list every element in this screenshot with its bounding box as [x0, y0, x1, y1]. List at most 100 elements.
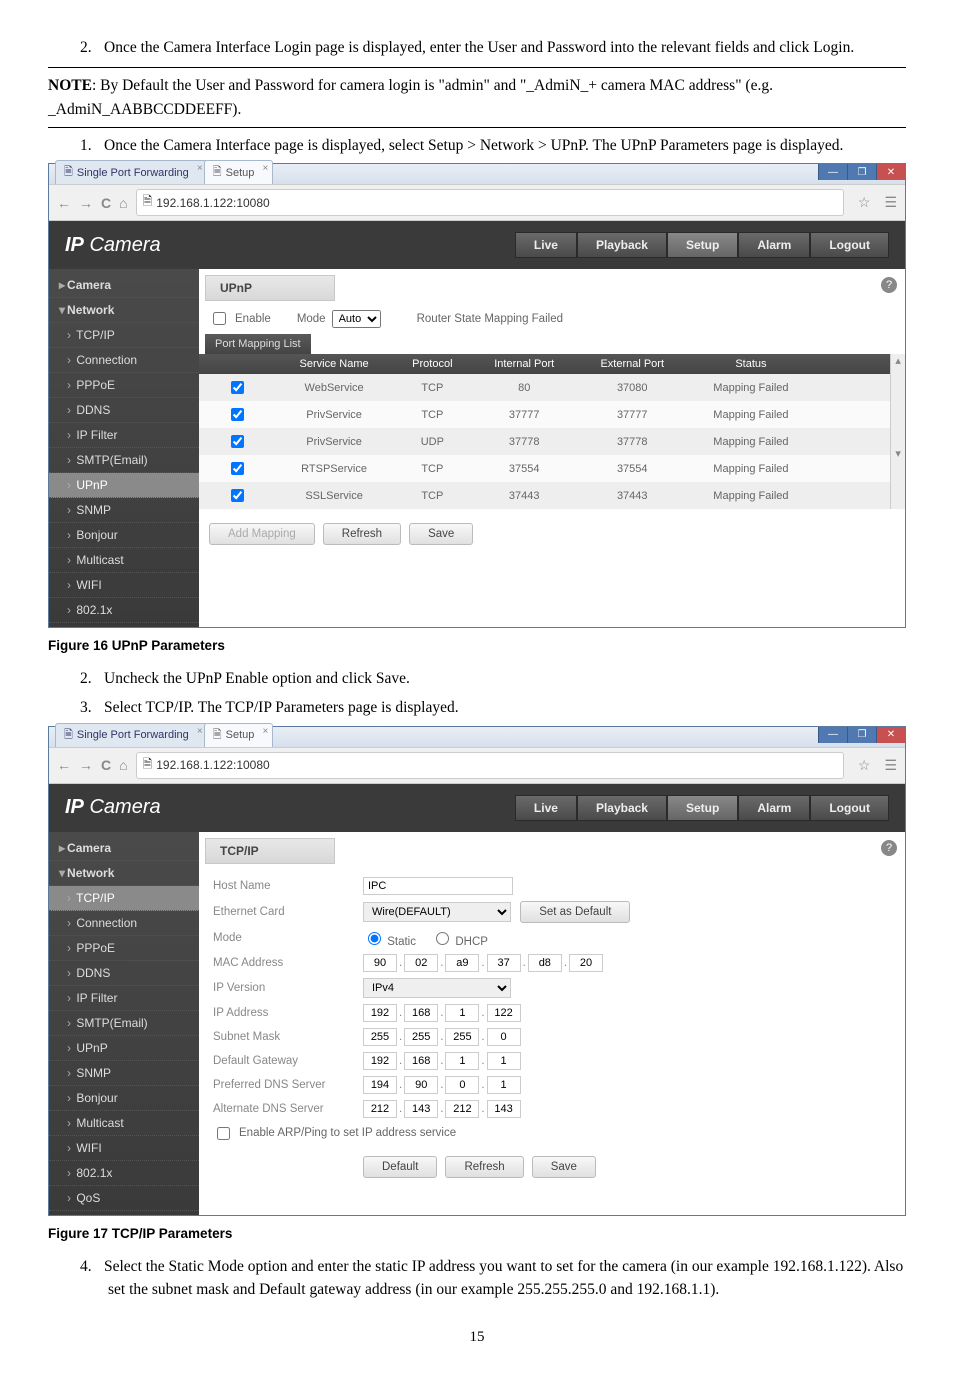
table-row[interactable]: WebServiceTCP8037080Mapping Failed: [199, 374, 890, 401]
pdns-input[interactable]: ...: [363, 1076, 521, 1094]
sidebar-connection[interactable]: › Connection: [49, 348, 199, 373]
sidebar-tcpip[interactable]: › TCP/IP: [49, 886, 199, 911]
sidebar-tcpip[interactable]: › TCP/IP: [49, 323, 199, 348]
sidebar-wifi[interactable]: › WIFI: [49, 573, 199, 598]
sidebar-ddns[interactable]: › DDNS: [49, 398, 199, 423]
close-icon[interactable]: ×: [263, 163, 269, 174]
sidebar-camera[interactable]: ▸Camera: [49, 836, 199, 861]
table-row[interactable]: PrivServiceTCP3777737777Mapping Failed: [199, 401, 890, 428]
home-icon[interactable]: ⌂: [119, 757, 127, 773]
menu-icon[interactable]: ☰: [884, 757, 897, 774]
sidebar-camera[interactable]: ▸Camera: [49, 273, 199, 298]
minimize-button[interactable]: —: [818, 164, 847, 180]
help-icon[interactable]: ?: [881, 277, 897, 293]
forward-icon[interactable]: →: [79, 757, 93, 773]
sidebar-smtp[interactable]: › SMTP(Email): [49, 448, 199, 473]
sidebar-upnp[interactable]: › UPnP: [49, 1036, 199, 1061]
url-field[interactable]: 🗎 192.168.1.122:10080: [136, 752, 844, 779]
sidebar-connection[interactable]: › Connection: [49, 911, 199, 936]
minimize-button[interactable]: —: [818, 727, 847, 743]
row-checkbox[interactable]: [231, 489, 244, 502]
nav-setup[interactable]: Setup: [667, 232, 738, 258]
nav-playback[interactable]: Playback: [577, 232, 667, 258]
sidebar-ddns[interactable]: › DDNS: [49, 961, 199, 986]
star-icon[interactable]: ☆: [858, 757, 871, 774]
set-default-button[interactable]: Set as Default: [520, 901, 630, 923]
sidebar-bonjour[interactable]: › Bonjour: [49, 1086, 199, 1111]
enable-checkbox[interactable]: [213, 312, 226, 325]
forward-icon[interactable]: →: [79, 195, 93, 211]
save-button[interactable]: Save: [532, 1156, 596, 1178]
row-checkbox[interactable]: [231, 381, 244, 394]
ipversion-select[interactable]: IPv4: [363, 978, 511, 998]
sidebar-pppoe[interactable]: › PPPoE: [49, 936, 199, 961]
arp-checkbox[interactable]: [217, 1127, 230, 1140]
maximize-button[interactable]: ❐: [847, 727, 876, 743]
maximize-button[interactable]: ❐: [847, 164, 876, 180]
close-icon[interactable]: ×: [197, 726, 203, 737]
sidebar-multicast[interactable]: › Multicast: [49, 548, 199, 573]
table-row[interactable]: SSLServiceTCP3744337443Mapping Failed: [199, 482, 890, 509]
table-row[interactable]: RTSPServiceTCP3755437554Mapping Failed: [199, 455, 890, 482]
reload-icon[interactable]: C: [101, 757, 111, 773]
sidebar-network[interactable]: ▾Network: [49, 861, 199, 886]
nav-setup[interactable]: Setup: [667, 795, 738, 821]
back-icon[interactable]: ←: [57, 195, 71, 211]
tab-setup[interactable]: 🗎 Setup ×: [204, 723, 274, 747]
url-field[interactable]: 🗎 192.168.1.122:10080: [136, 189, 844, 216]
mode-select[interactable]: Auto: [332, 310, 381, 328]
ethernet-select[interactable]: Wire(DEFAULT): [363, 902, 511, 922]
nav-logout[interactable]: Logout: [810, 795, 889, 821]
add-mapping-button[interactable]: Add Mapping: [209, 523, 315, 545]
sidebar-wifi[interactable]: › WIFI: [49, 1136, 199, 1161]
subnet-input[interactable]: ...: [363, 1028, 521, 1046]
close-button[interactable]: ✕: [876, 164, 905, 180]
gateway-input[interactable]: ...: [363, 1052, 521, 1070]
sidebar-pppoe[interactable]: › PPPoE: [49, 373, 199, 398]
close-icon[interactable]: ×: [197, 163, 203, 174]
sidebar-snmp[interactable]: › SNMP: [49, 498, 199, 523]
hostname-input[interactable]: [363, 877, 513, 895]
nav-playback[interactable]: Playback: [577, 795, 667, 821]
default-button[interactable]: Default: [363, 1156, 437, 1178]
home-icon[interactable]: ⌂: [119, 195, 127, 211]
row-checkbox[interactable]: [231, 435, 244, 448]
sidebar-bonjour[interactable]: › Bonjour: [49, 523, 199, 548]
reload-icon[interactable]: C: [101, 195, 111, 211]
nav-alarm[interactable]: Alarm: [738, 232, 810, 258]
row-checkbox[interactable]: [231, 408, 244, 421]
save-button[interactable]: Save: [409, 523, 473, 545]
sidebar-snmp[interactable]: › SNMP: [49, 1061, 199, 1086]
static-radio[interactable]: [368, 932, 381, 945]
sidebar-network[interactable]: ▾Network: [49, 298, 199, 323]
star-icon[interactable]: ☆: [858, 194, 871, 211]
sidebar-upnp[interactable]: › UPnP: [49, 473, 199, 498]
back-icon[interactable]: ←: [57, 757, 71, 773]
sidebar-ipfilter[interactable]: › IP Filter: [49, 986, 199, 1011]
table-row[interactable]: PrivServiceUDP3777837778Mapping Failed: [199, 428, 890, 455]
tab-port-forwarding[interactable]: 🗎 Single Port Forwarding ×: [55, 723, 208, 747]
menu-icon[interactable]: ☰: [884, 194, 897, 211]
nav-alarm[interactable]: Alarm: [738, 795, 810, 821]
sidebar-multicast[interactable]: › Multicast: [49, 1111, 199, 1136]
help-icon[interactable]: ?: [881, 840, 897, 856]
sidebar-smtp[interactable]: › SMTP(Email): [49, 1011, 199, 1036]
sidebar-ipfilter[interactable]: › IP Filter: [49, 423, 199, 448]
row-checkbox[interactable]: [231, 462, 244, 475]
tab-setup[interactable]: 🗎 Setup ×: [204, 160, 274, 184]
nav-logout[interactable]: Logout: [810, 232, 889, 258]
refresh-button[interactable]: Refresh: [445, 1156, 523, 1178]
sidebar-8021x[interactable]: › 802.1x: [49, 598, 199, 623]
scrollbar[interactable]: ▴ ▾: [890, 354, 905, 509]
refresh-button[interactable]: Refresh: [323, 523, 401, 545]
sidebar-8021x[interactable]: › 802.1x: [49, 1161, 199, 1186]
close-icon[interactable]: ×: [263, 726, 269, 737]
ipaddress-input[interactable]: ...: [363, 1004, 521, 1022]
nav-live[interactable]: Live: [515, 232, 577, 258]
close-button[interactable]: ✕: [876, 727, 905, 743]
adns-input[interactable]: ...: [363, 1100, 521, 1118]
mac-input[interactable]: .....: [363, 954, 603, 972]
nav-live[interactable]: Live: [515, 795, 577, 821]
dhcp-radio[interactable]: [436, 932, 449, 945]
sidebar-qos[interactable]: › QoS: [49, 1186, 199, 1211]
